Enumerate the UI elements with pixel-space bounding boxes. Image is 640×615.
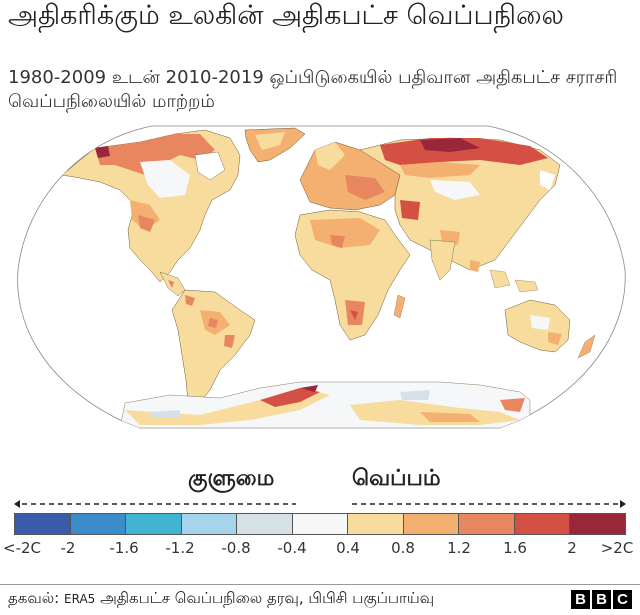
colorbar-bin [237, 514, 293, 534]
colorbar-bin [292, 514, 349, 534]
tick-label: 0.8 [391, 539, 415, 557]
tick-label: <-2C [3, 539, 41, 557]
source-credit: தகவல்: ERA5 அதிகபட்ச வெப்பநிலை தரவு, பிப… [8, 589, 434, 609]
bbc-logo-letter: B [571, 590, 590, 609]
tick-label: 1.6 [503, 539, 527, 557]
chart-title: அதிகரிக்கும் உலகின் அதிகபட்ச வெப்பநிலை [8, 0, 564, 31]
legend-cold-label: குளுமை [188, 466, 275, 491]
colorbar-bin [570, 514, 626, 534]
legend-warm-label: வெப்பம் [352, 466, 441, 491]
bbc-logo-letter: B [592, 590, 611, 609]
colorbar [14, 513, 626, 535]
colorbar-bin [403, 514, 460, 534]
tick-label: 1.2 [447, 539, 471, 557]
tick-label: -2 [60, 539, 76, 557]
source-dataset: ERA5 [64, 592, 96, 606]
arrow-right-icon [620, 500, 626, 508]
legend-arrows [0, 496, 640, 510]
colorbar-bin [348, 514, 404, 534]
colorbar-bin [126, 514, 182, 534]
tick-label: -0.4 [277, 539, 307, 557]
colorbar-bin [70, 514, 127, 534]
bbc-logo: B B C [571, 590, 632, 609]
bbc-logo-letter: C [613, 590, 632, 609]
tick-label: 2 [567, 539, 577, 557]
colorbar-bin [459, 514, 515, 534]
source-text: அதிகபட்ச வெப்பநிலை தரவு, பிபிசி பகுப்பாய… [100, 589, 435, 607]
world-map [0, 120, 640, 440]
colorbar-bin [181, 514, 238, 534]
source-prefix: தகவல்: [8, 589, 60, 607]
chart-subtitle: 1980-2009 உடன் 2010-2019 ஒப்பிடுகையில் ப… [8, 67, 618, 112]
colorbar-bin [514, 514, 571, 534]
tick-label: >2C [600, 539, 634, 557]
legend-headings: குளுமை வெப்பம் [0, 466, 640, 500]
tick-label: -1.2 [165, 539, 195, 557]
tick-label: -1.6 [109, 539, 139, 557]
tick-label: 0.4 [336, 539, 360, 557]
south-america [171, 289, 256, 406]
tick-label: -0.8 [221, 539, 251, 557]
arrow-left-icon [14, 500, 20, 508]
colorbar-bin [15, 514, 71, 534]
colorbar-ticks: <-2C -2 -1.6 -1.2 -0.8 -0.4 0.4 0.8 1.2 … [0, 539, 640, 559]
footer-divider [0, 584, 640, 585]
